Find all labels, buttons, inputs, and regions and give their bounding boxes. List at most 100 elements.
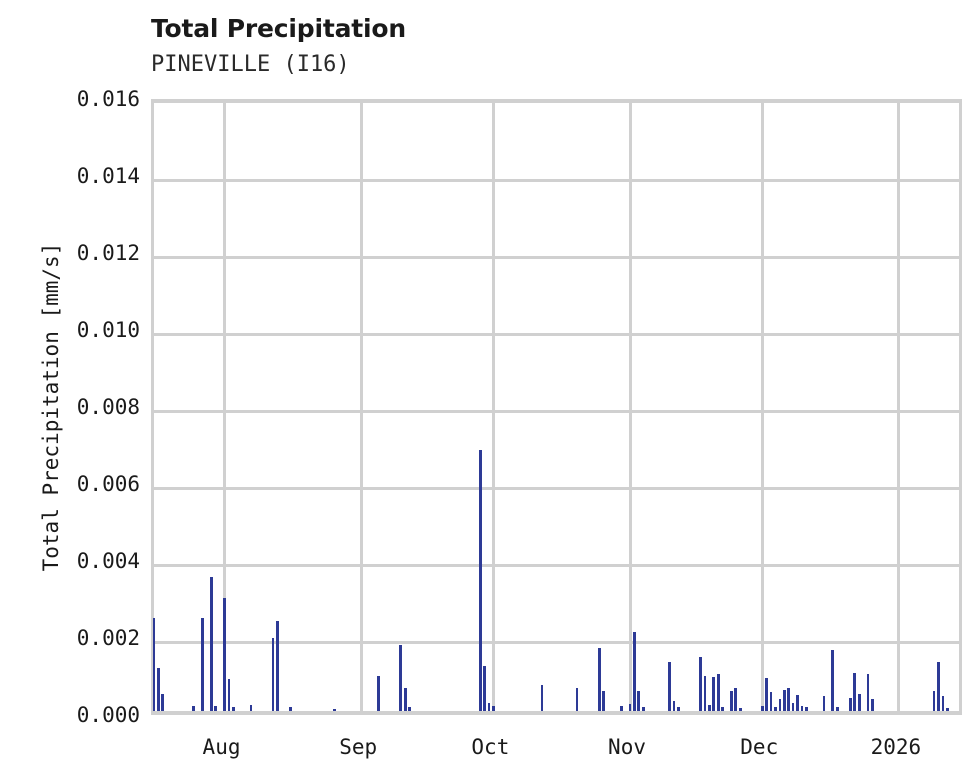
bar — [765, 678, 768, 711]
x-tick-label: Aug — [202, 735, 241, 759]
bar — [716, 674, 720, 711]
bar — [822, 696, 826, 711]
plot-area — [151, 99, 962, 715]
bar — [633, 632, 636, 711]
bar — [483, 666, 486, 711]
gridline-vertical — [628, 103, 632, 711]
bar — [672, 701, 676, 711]
bar — [712, 677, 716, 711]
bar — [209, 577, 213, 711]
bar — [602, 690, 605, 711]
gridline-vertical — [491, 103, 495, 711]
gridline-horizontal — [154, 563, 959, 567]
bar — [849, 697, 852, 711]
gridline-vertical — [359, 103, 363, 711]
bar — [408, 707, 411, 711]
bar — [333, 709, 337, 711]
gridline-horizontal — [154, 178, 959, 182]
bar — [540, 684, 544, 711]
bar — [835, 706, 839, 711]
gridline-horizontal — [154, 640, 959, 644]
bar — [941, 696, 945, 711]
bar — [787, 687, 791, 711]
bar — [932, 690, 936, 711]
gridline-vertical — [897, 103, 901, 711]
bar — [703, 675, 707, 711]
bar — [866, 674, 870, 711]
bar — [201, 618, 204, 711]
bar — [231, 706, 235, 711]
bar — [946, 707, 949, 711]
bar — [774, 707, 777, 711]
bar — [289, 707, 292, 711]
gridline-horizontal — [154, 255, 959, 259]
bar — [699, 657, 702, 711]
bar — [214, 705, 218, 711]
bar — [857, 694, 861, 711]
bar — [782, 689, 786, 711]
bar — [619, 705, 623, 711]
x-tick-label: Oct — [471, 735, 510, 759]
bar — [223, 598, 226, 711]
bar — [738, 707, 742, 711]
y-tick-label: 0.010 — [76, 318, 140, 342]
bar — [575, 687, 579, 711]
y-tick-label: 0.006 — [76, 472, 140, 496]
gridline-horizontal — [154, 409, 959, 413]
gridline-horizontal — [154, 332, 959, 336]
bar — [734, 687, 738, 711]
bar — [249, 704, 253, 711]
bar — [871, 699, 874, 711]
bar — [628, 703, 632, 711]
bar — [791, 703, 795, 711]
y-tick-label: 0.014 — [76, 164, 140, 188]
y-tick-label: 0.000 — [76, 703, 140, 727]
gridlines — [154, 103, 959, 711]
bar-series — [152, 103, 959, 711]
y-tick-label: 0.016 — [76, 87, 140, 111]
y-tick-label: 0.002 — [76, 626, 140, 650]
bar — [760, 705, 764, 711]
bar — [487, 702, 491, 711]
bar — [192, 706, 196, 711]
bar — [800, 705, 804, 711]
x-tick-label: Sep — [339, 735, 378, 759]
x-tick-label: Dec — [740, 735, 779, 759]
y-tick-label: 0.008 — [76, 395, 140, 419]
bar — [641, 706, 645, 711]
x-tick-label: Nov — [608, 735, 646, 759]
bar — [668, 662, 672, 711]
bar — [377, 675, 381, 711]
bar — [276, 621, 279, 711]
bar — [853, 672, 857, 711]
bar — [227, 679, 231, 711]
bar — [804, 707, 808, 711]
bar — [403, 688, 407, 711]
bar — [937, 661, 940, 711]
bar — [707, 705, 711, 711]
bar — [492, 706, 495, 711]
chart-title: Total Precipitation — [151, 14, 406, 43]
bar — [778, 698, 782, 711]
bar — [796, 694, 799, 711]
bar — [399, 645, 403, 711]
bar — [677, 707, 680, 711]
y-axis-tick-labels: 0.000 0.002 0.004 0.006 0.008 0.010 0.012 0.014… — [0, 0, 140, 780]
x-tick-label: 2026 — [870, 735, 922, 759]
bar — [478, 449, 482, 711]
gridline-vertical — [223, 103, 227, 711]
gridline-vertical — [760, 103, 764, 711]
y-tick-label: 0.012 — [76, 241, 140, 265]
bar — [721, 707, 724, 711]
y-tick-label: 0.004 — [76, 549, 140, 573]
chart-subtitle: PINEVILLE (I16) — [151, 52, 350, 77]
bar — [161, 693, 165, 711]
bar — [769, 691, 773, 711]
bar — [637, 691, 641, 711]
bar — [271, 638, 275, 711]
bar — [152, 617, 156, 711]
bar — [597, 648, 601, 711]
bar — [157, 667, 160, 711]
bar — [831, 649, 835, 711]
